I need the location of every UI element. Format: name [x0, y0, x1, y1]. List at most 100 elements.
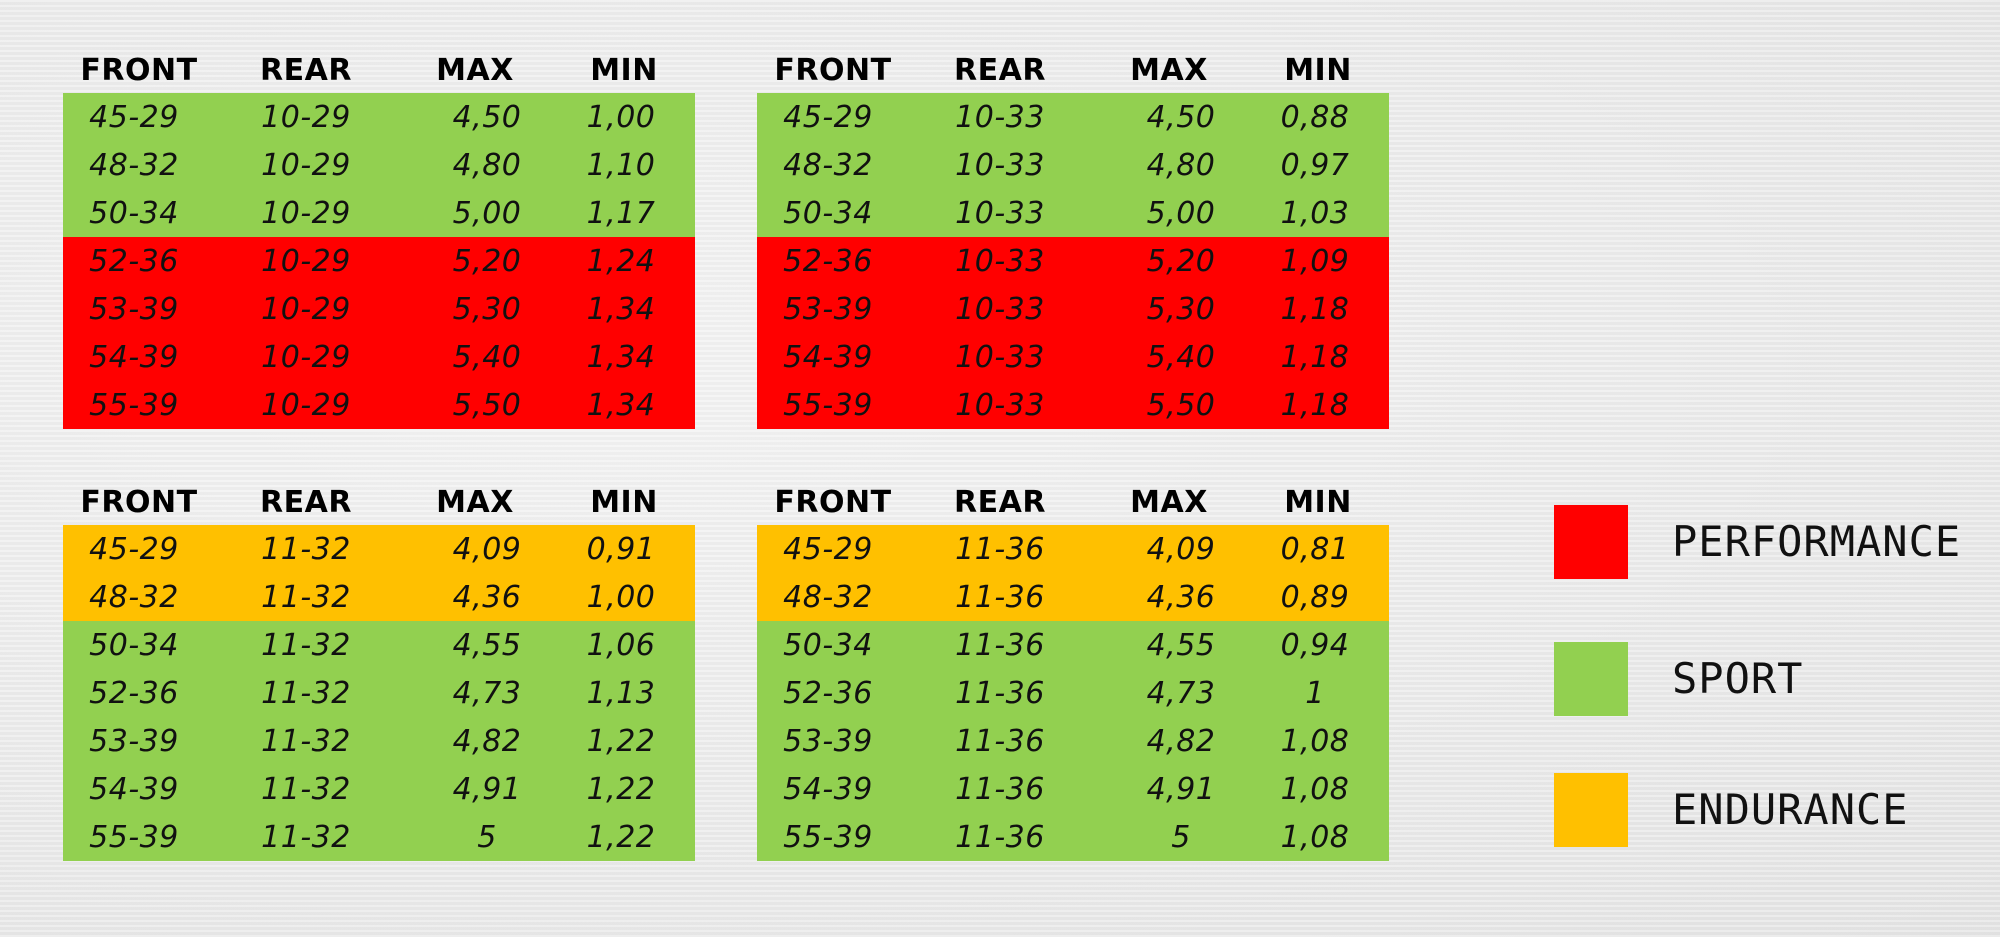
cell-min: 1,13: [553, 669, 695, 717]
cell-front: 54-39: [757, 765, 909, 813]
cell-max: 4,82: [397, 717, 553, 765]
table-row: 50-34 11-36 4,55 0,94: [757, 621, 1389, 669]
cell-min: 1,24: [553, 237, 695, 285]
header-row: FRONT REAR MAX MIN: [63, 47, 695, 93]
cell-front: 45-29: [63, 93, 215, 141]
cell-front: 50-34: [63, 189, 215, 237]
cell-rear: 11-32: [215, 813, 397, 861]
table-row: 54-39 11-32 4,91 1,22: [63, 765, 695, 813]
cell-front: 55-39: [63, 381, 215, 429]
cell-max: 5,50: [397, 381, 553, 429]
table-row: 52-36 10-33 5,20 1,09: [757, 237, 1389, 285]
cell-min: 1,10: [553, 141, 695, 189]
cell-rear: 10-29: [215, 333, 397, 381]
legend-swatch-sport: [1554, 642, 1628, 716]
cell-rear: 11-32: [215, 525, 397, 573]
table-row: 55-39 10-29 5,50 1,34: [63, 381, 695, 429]
cell-min: 1,00: [553, 573, 695, 621]
cell-rear: 10-33: [909, 141, 1091, 189]
cell-min: 0,94: [1247, 621, 1389, 669]
legend: PERFORMANCE SPORT ENDURANCE: [1554, 505, 1994, 847]
gear-table: FRONT REAR MAX MIN 45-29 11-36 4,09 0,81 48-32 11…: [757, 479, 1389, 861]
column-header-front: FRONT: [80, 484, 198, 520]
cell-front: 48-32: [63, 141, 215, 189]
cell-rear: 10-33: [909, 93, 1091, 141]
cell-min: 1,34: [553, 381, 695, 429]
table-row: 45-29 11-32 4,09 0,91: [63, 525, 695, 573]
cell-min: 1,17: [553, 189, 695, 237]
cell-rear: 11-36: [909, 717, 1091, 765]
column-header-rear: REAR: [260, 52, 352, 88]
cell-rear: 10-29: [215, 237, 397, 285]
legend-item-performance: PERFORMANCE: [1554, 505, 1994, 579]
cell-front: 53-39: [63, 285, 215, 333]
table-row: 52-36 10-29 5,20 1,24: [63, 237, 695, 285]
gear-table: FRONT REAR MAX MIN 45-29 10-33 4,50 0,88 48-32 10…: [757, 47, 1389, 429]
cell-max: 5,50: [1091, 381, 1247, 429]
cell-max: 4,55: [1091, 621, 1247, 669]
cell-rear: 11-32: [215, 573, 397, 621]
cell-front: 50-34: [63, 621, 215, 669]
cell-front: 50-34: [757, 621, 909, 669]
table-row: 52-36 11-32 4,73 1,13: [63, 669, 695, 717]
table-row: 45-29 11-36 4,09 0,81: [757, 525, 1389, 573]
table-row: 53-39 11-36 4,82 1,08: [757, 717, 1389, 765]
cell-rear: 10-29: [215, 141, 397, 189]
table-row: 54-39 10-33 5,40 1,18: [757, 333, 1389, 381]
column-header-min: MIN: [1284, 484, 1352, 520]
cell-front: 54-39: [63, 765, 215, 813]
cell-max: 5,00: [397, 189, 553, 237]
cell-max: 4,50: [1091, 93, 1247, 141]
cell-rear: 11-36: [909, 525, 1091, 573]
table-row: 50-34 10-33 5,00 1,03: [757, 189, 1389, 237]
table-row: 50-34 11-32 4,55 1,06: [63, 621, 695, 669]
cell-max: 5,40: [397, 333, 553, 381]
cell-max: 5,40: [1091, 333, 1247, 381]
cell-front: 53-39: [63, 717, 215, 765]
cell-front: 52-36: [757, 237, 909, 285]
legend-swatch-endurance: [1554, 773, 1628, 847]
rear-10-33-table: FRONT REAR MAX MIN 45-29 10-33 4,50 0,88 48-32 10…: [757, 47, 1389, 429]
cell-front: 48-32: [757, 141, 909, 189]
cell-rear: 11-36: [909, 813, 1091, 861]
cell-rear: 10-33: [909, 237, 1091, 285]
cell-min: 1,08: [1247, 813, 1389, 861]
table-row: 50-34 10-29 5,00 1,17: [63, 189, 695, 237]
header-row: FRONT REAR MAX MIN: [63, 479, 695, 525]
cell-max: 4,36: [397, 573, 553, 621]
table-row: 53-39 11-32 4,82 1,22: [63, 717, 695, 765]
rear-11-32-table: FRONT REAR MAX MIN 45-29 11-32 4,09 0,91 48-32 11…: [63, 479, 695, 861]
cell-min: 1,34: [553, 333, 695, 381]
column-header-front: FRONT: [774, 484, 892, 520]
cell-min: 1,22: [553, 813, 695, 861]
cell-rear: 11-32: [215, 669, 397, 717]
cell-min: 1,22: [553, 717, 695, 765]
cell-front: 45-29: [757, 525, 909, 573]
cell-min: 1,18: [1247, 285, 1389, 333]
cell-max: 4,09: [397, 525, 553, 573]
column-header-rear: REAR: [260, 484, 352, 520]
cell-max: 4,80: [397, 141, 553, 189]
cell-rear: 10-33: [909, 189, 1091, 237]
cell-max: 4,73: [397, 669, 553, 717]
rear-10-29-table: FRONT REAR MAX MIN 45-29 10-29 4,50 1,00 48-32 10…: [63, 47, 695, 429]
legend-swatch-performance: [1554, 505, 1628, 579]
cell-min: 0,97: [1247, 141, 1389, 189]
header-row: FRONT REAR MAX MIN: [757, 479, 1389, 525]
column-header-rear: REAR: [954, 52, 1046, 88]
cell-min: 1,18: [1247, 381, 1389, 429]
table-row: 45-29 10-29 4,50 1,00: [63, 93, 695, 141]
cell-min: 0,89: [1247, 573, 1389, 621]
cell-max: 4,73: [1091, 669, 1247, 717]
cell-min: 1,22: [553, 765, 695, 813]
cell-max: 4,36: [1091, 573, 1247, 621]
column-header-max: MAX: [436, 484, 514, 520]
gear-table: FRONT REAR MAX MIN 45-29 11-32 4,09 0,91 48-32 11…: [63, 479, 695, 861]
cell-max: 4,91: [1091, 765, 1247, 813]
table-row: 55-39 11-36 5 1,08: [757, 813, 1389, 861]
cell-max: 5,20: [1091, 237, 1247, 285]
cell-rear: 10-29: [215, 381, 397, 429]
cell-front: 52-36: [757, 669, 909, 717]
cell-front: 54-39: [63, 333, 215, 381]
cell-front: 45-29: [63, 525, 215, 573]
